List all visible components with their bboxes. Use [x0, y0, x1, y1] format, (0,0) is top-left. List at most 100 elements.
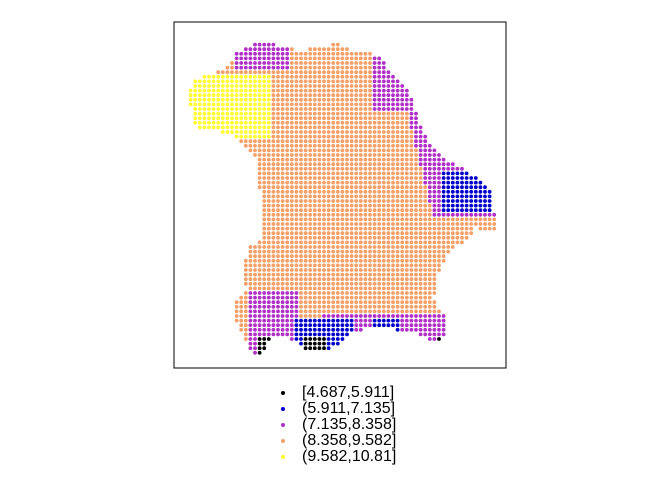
map-point: [335, 277, 340, 282]
map-point: [400, 185, 405, 190]
map-point: [460, 166, 464, 171]
map-point: [427, 166, 432, 171]
map-point: [345, 125, 349, 130]
map-point: [303, 268, 308, 272]
map-point: [317, 153, 322, 157]
map-point: [276, 56, 280, 61]
map-point: [225, 107, 230, 111]
map-point: [464, 199, 469, 203]
map-point: [409, 97, 414, 102]
map-point: [220, 79, 225, 84]
map-point: [441, 189, 446, 194]
map-point: [368, 134, 372, 139]
map-point: [391, 153, 395, 157]
map-point: [308, 300, 313, 305]
map-point: [276, 194, 280, 199]
map-point: [280, 194, 285, 199]
map-point: [450, 208, 455, 213]
map-point: [202, 111, 207, 116]
map-point: [299, 254, 303, 259]
map-point: [276, 203, 280, 208]
map-point: [253, 327, 257, 332]
map-point: [345, 194, 349, 199]
map-point: [322, 231, 326, 236]
map-point: [381, 314, 386, 318]
map-point: [326, 277, 331, 282]
map-point: [427, 277, 432, 282]
map-point: [409, 157, 414, 162]
map-point: [363, 153, 368, 157]
map-point: [317, 143, 322, 148]
map-point: [257, 148, 262, 153]
map-point: [349, 281, 354, 286]
map-point: [230, 65, 234, 70]
map-point: [391, 231, 395, 236]
map-point: [349, 88, 354, 93]
map-point: [363, 162, 368, 167]
map-point: [409, 314, 414, 318]
map-point: [432, 222, 437, 226]
map-point: [335, 153, 340, 157]
map-point: [354, 70, 359, 75]
map-point: [358, 116, 363, 121]
map-point: [266, 226, 271, 231]
map-point: [303, 56, 308, 61]
map-point: [303, 148, 308, 153]
map-point: [478, 203, 483, 208]
map-point: [372, 231, 377, 236]
map-point: [243, 139, 248, 144]
map-point: [409, 281, 414, 286]
map-point: [289, 185, 294, 190]
map-point: [386, 162, 391, 167]
map-point: [345, 162, 349, 167]
map-point: [469, 226, 474, 231]
map-point: [257, 249, 262, 254]
map-point: [285, 203, 290, 208]
map-point: [294, 323, 299, 328]
map-point: [386, 125, 391, 130]
map-point: [322, 208, 326, 213]
map-point: [400, 222, 405, 226]
map-point: [345, 56, 349, 61]
map-point: [437, 217, 441, 222]
map-point: [280, 134, 285, 139]
map-point: [414, 258, 418, 263]
map-point: [395, 235, 400, 240]
map-point: [335, 47, 340, 52]
map-point: [400, 263, 405, 268]
map-point: [395, 84, 400, 88]
map-point: [381, 180, 386, 185]
map-point: [345, 51, 349, 56]
map-point: [312, 47, 317, 52]
map-point: [285, 332, 290, 337]
map-point: [271, 245, 276, 249]
map-point: [285, 176, 290, 180]
map-point: [257, 327, 262, 332]
map-point: [368, 171, 372, 176]
map-point: [266, 309, 271, 314]
map-point: [349, 139, 354, 144]
map-point: [326, 346, 331, 351]
map-point: [432, 286, 437, 291]
map-point: [391, 254, 395, 259]
map-point: [312, 226, 317, 231]
map-point: [414, 203, 418, 208]
map-point: [358, 263, 363, 268]
map-point: [294, 185, 299, 190]
map-point: [427, 291, 432, 295]
map-point: [386, 166, 391, 171]
map-point: [354, 258, 359, 263]
map-point: [257, 350, 262, 355]
map-point: [395, 180, 400, 185]
map-point: [381, 74, 386, 79]
map-point: [280, 111, 285, 116]
map-point: [262, 240, 267, 245]
map-point: [432, 162, 437, 167]
map-point: [308, 88, 313, 93]
map-point: [276, 61, 280, 65]
map-point: [326, 332, 331, 337]
map-point: [354, 166, 359, 171]
map-point: [437, 332, 441, 337]
map-point: [285, 249, 290, 254]
map-point: [303, 157, 308, 162]
